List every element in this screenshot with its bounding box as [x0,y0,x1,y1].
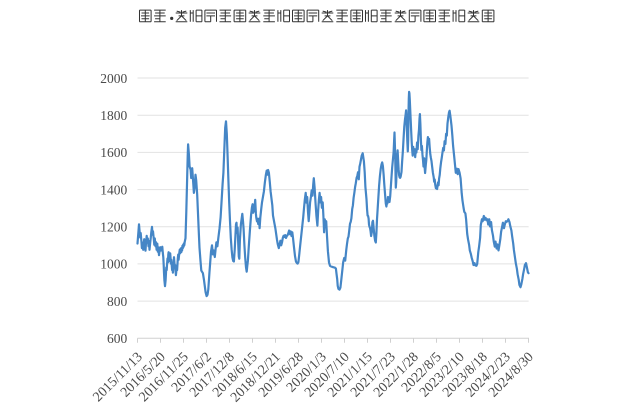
svg-text:1800: 1800 [100,108,127,123]
svg-text:2000: 2000 [100,71,127,86]
svg-text:800: 800 [107,294,128,309]
svg-text:1400: 1400 [100,182,127,197]
svg-text:1600: 1600 [100,145,127,160]
svg-text:1200: 1200 [100,220,127,235]
svg-text:600: 600 [107,331,128,346]
svg-text:1000: 1000 [100,257,127,272]
